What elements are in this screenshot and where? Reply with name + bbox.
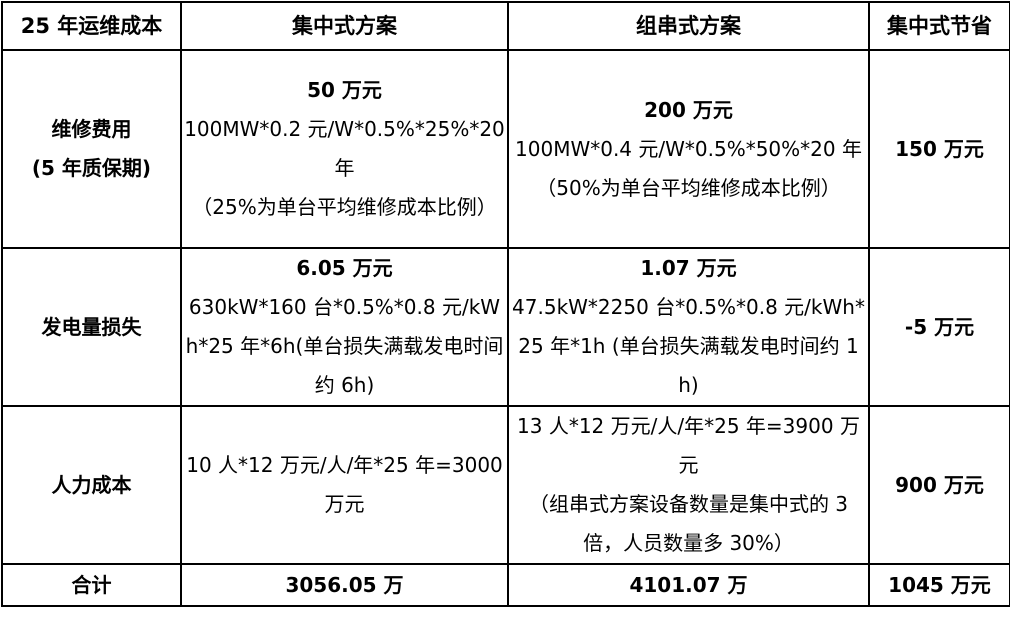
item-cell: 发电量损失	[1, 247, 182, 407]
item: (5 年质保期)	[31, 156, 152, 180]
saving: 900 万元	[868, 405, 1010, 565]
item: 发电量损失	[41, 314, 142, 339]
detail: 630kW*160 台*0.5%*0.8 元/kWh*25 年*6h(单台损失满…	[185, 295, 504, 397]
row: 维修费用 (5 年质保期) 50 万元 100MW*0.2 元/W*0.5%*25%…	[1, 49, 1010, 249]
total: 50 万元	[307, 78, 382, 102]
saving: 150 万元	[868, 49, 1010, 249]
detail: 10 人*12 万元/人/年*25 年=3000 万元	[186, 453, 503, 516]
total-cell: 4101.07 万	[507, 563, 870, 607]
item-cell: 维修费用 (5 年质保期)	[1, 49, 182, 249]
total: 1.07 万元	[640, 256, 737, 280]
cell: 1.07 万元 47.5kW*2250 台*0.5%*0.8 元/kWh*25 年…	[507, 247, 870, 407]
detail: （25%为单台平均维修成本比例）	[192, 195, 497, 219]
item-cell: 人力成本	[1, 405, 182, 565]
detail: 100MW*0.4 元/W*0.5%*50%*20 年	[515, 136, 862, 161]
cell: 10 人*12 万元/人/年*25 年=3000 万元	[180, 405, 509, 565]
detail: 47.5kW*2250 台*0.5%*0.8 元/kWh*25 年*1h (单台…	[512, 295, 865, 397]
total: 6.05 万元	[296, 256, 393, 280]
saving: -5 万元	[868, 247, 1010, 407]
total-cell: 3056.05 万	[180, 563, 509, 607]
total-cell: 合计	[1, 563, 182, 607]
row: 人力成本 10 人*12 万元/人/年*25 年=3000 万元 13 人*12…	[1, 405, 1010, 565]
header-cell: 集中式节省	[868, 1, 1010, 51]
total: 200 万元	[644, 97, 733, 122]
cell: 50 万元 100MW*0.2 元/W*0.5%*25%*20 年 （25%为单台平…	[180, 49, 509, 249]
header-cell: 组串式方案	[507, 1, 870, 51]
header-row: 25 年运维成本 集中式方案 组串式方案 集中式节省	[1, 1, 1010, 51]
item: 维修费用	[51, 117, 132, 141]
header-cell: 集中式方案	[180, 1, 509, 51]
total-cell: 1045 万元	[868, 563, 1010, 607]
cell: 13 人*12 万元/人/年*25 年=3900 万元 （组串式方案设备数量是集中…	[507, 405, 870, 565]
header-cell: 25 年运维成本	[1, 1, 182, 51]
item: 人力成本	[51, 472, 132, 497]
cell: 200 万元 100MW*0.4 元/W*0.5%*50%*20 年 （50%为单台…	[507, 49, 870, 249]
cell: 6.05 万元 630kW*160 台*0.5%*0.8 元/kWh*25 年*6…	[180, 247, 509, 407]
detail: （组串式方案设备数量是集中式的 3 倍，人员数量多 30%）	[528, 492, 849, 555]
total-row: 合计 3056.05 万 4101.07 万 1045 万元	[1, 563, 1010, 607]
detail: （50%为单台平均维修成本比例）	[536, 175, 841, 200]
detail: 100MW*0.2 元/W*0.5%*25%*20 年	[184, 117, 505, 180]
row: 发电量损失 6.05 万元 630kW*160 台*0.5%*0.8 元/kWh*…	[1, 247, 1010, 407]
detail: 13 人*12 万元/人/年*25 年=3900 万元	[517, 414, 860, 477]
